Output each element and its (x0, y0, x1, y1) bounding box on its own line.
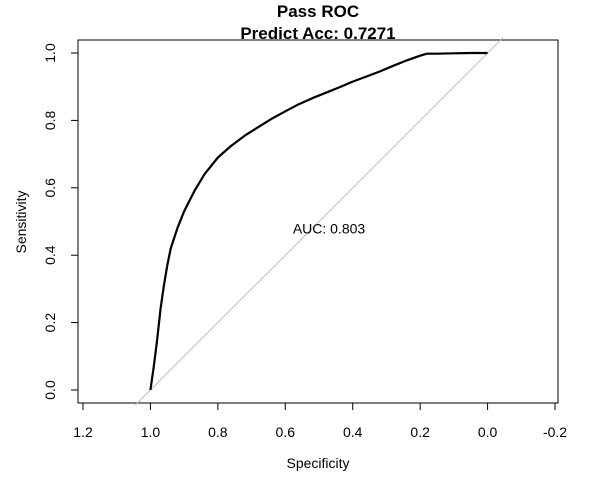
chart-title: Pass ROC (277, 2, 359, 21)
reference-diagonal-line (134, 37, 504, 406)
y-axis-label: Sensitivity (13, 190, 29, 253)
y-tick-label: 0.4 (42, 245, 58, 265)
y-tick-label: 0.6 (42, 178, 58, 198)
x-axis: 1.2 1.0 0.8 0.6 0.4 0.2 0.0 -0.2 (73, 402, 567, 440)
y-tick-label: 0.0 (42, 380, 58, 400)
x-tick-label: 1.0 (141, 424, 161, 440)
y-tick-label: 0.2 (42, 313, 58, 333)
x-tick-label: 0.2 (410, 424, 430, 440)
y-tick-label: 0.8 (42, 110, 58, 130)
y-tick-label: 1.0 (42, 43, 58, 63)
x-tick-label: 0.4 (343, 424, 363, 440)
y-axis: 0.0 0.2 0.4 0.6 0.8 1.0 (42, 43, 79, 400)
x-tick-label: 0.6 (276, 424, 296, 440)
x-tick-label: 1.2 (73, 424, 93, 440)
x-axis-label: Specificity (286, 455, 349, 471)
chart-subtitle: Predict Acc: 0.7271 (240, 24, 395, 43)
roc-curve-line (149, 51, 488, 391)
x-tick-label: 0.0 (478, 424, 498, 440)
x-tick-label: -0.2 (543, 424, 567, 440)
auc-annotation: AUC: 0.803 (293, 221, 366, 237)
x-tick-label: 0.8 (208, 424, 228, 440)
